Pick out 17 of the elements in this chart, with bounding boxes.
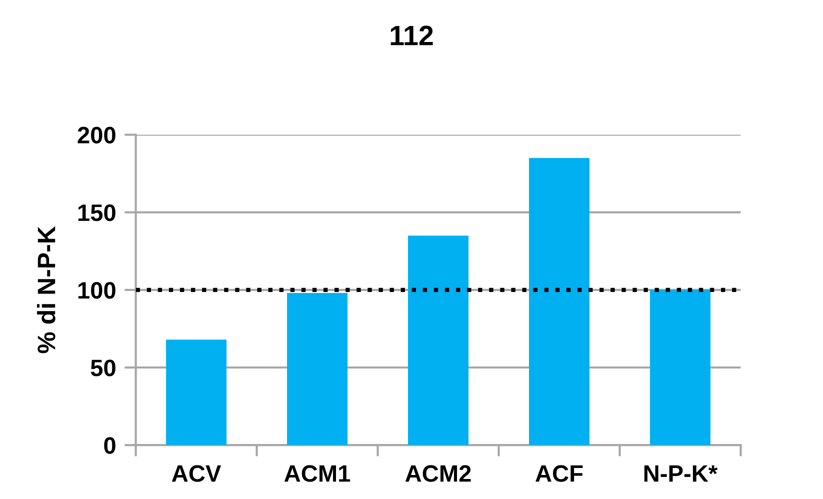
bar	[528, 158, 590, 446]
x-tick-label: N-P-K*	[644, 465, 718, 482]
bar	[166, 340, 227, 446]
x-tick-label: ACV	[172, 465, 222, 482]
x-tick-label: ACF	[536, 465, 583, 482]
bar	[287, 293, 348, 446]
x-tick-label: ACM2	[405, 465, 471, 482]
chart-title: 112	[390, 26, 433, 46]
x-tick-label: ACM1	[284, 465, 350, 482]
y-axis-title: % di N-P-K	[36, 226, 56, 354]
y-tick-label: 100	[78, 282, 116, 299]
y-tick-label: 50	[90, 360, 116, 376]
y-tick-label: 200	[78, 126, 116, 144]
y-tick-label: 150	[78, 204, 116, 222]
bar	[650, 290, 710, 446]
y-tick-label: 0	[104, 437, 116, 454]
bar	[408, 236, 468, 446]
